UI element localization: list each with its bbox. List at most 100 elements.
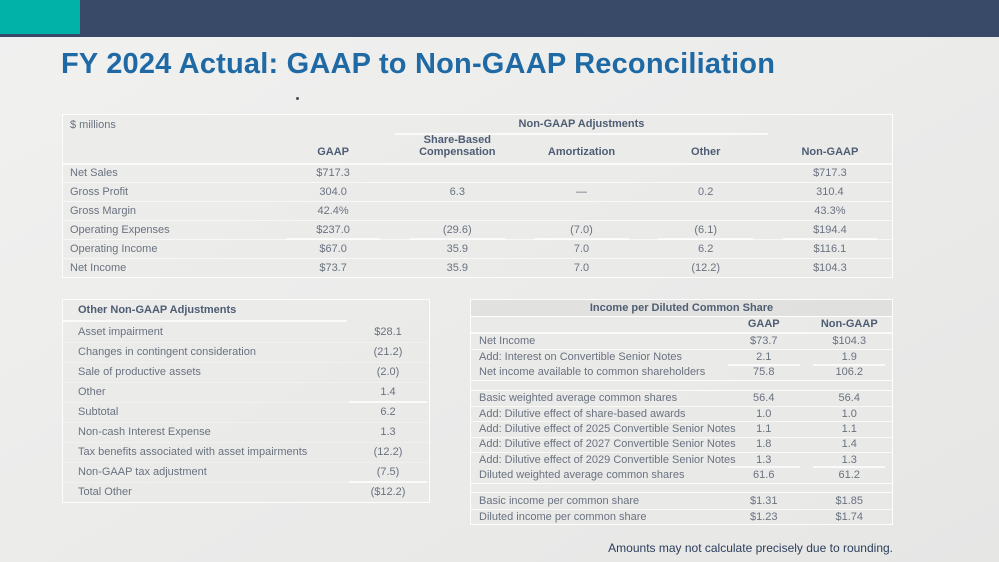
row-label: Basic income per common share (479, 494, 640, 507)
row-label: Gross Profit (63, 182, 271, 201)
row-value: ($12.2) (347, 482, 429, 502)
nongaap-value: 1.1 (806, 421, 892, 436)
gaap-value: 61.6 (753, 468, 775, 481)
nongaap-value: 106.2 (835, 365, 864, 378)
nongaap-value: 1.3 (806, 451, 892, 469)
column-header-gaap: GAAP (721, 317, 807, 334)
spacer-row (471, 482, 892, 494)
row-label: Total Other (63, 482, 347, 502)
other-value: 6.2 (643, 239, 768, 258)
gaap-value: 2.1 (721, 349, 807, 366)
row-label: Operating Income (63, 239, 271, 258)
other-value: (12.2) (643, 258, 768, 277)
gaap-value: 1.1 (721, 421, 807, 436)
reconciliation-table: $ millions Non-GAAP Adjustments GAAP Sha… (62, 114, 893, 278)
table-title: Other Non-GAAP Adjustments (63, 300, 347, 322)
other-value: (6.1) (643, 220, 768, 240)
row-label: Tax benefits associated with asset impai… (63, 442, 347, 462)
gaap-value: 56.4 (753, 392, 775, 405)
sbc-value: 35.9 (395, 239, 520, 258)
other-adjustments-table: Other Non-GAAP Adjustments Asset impairm… (62, 299, 430, 503)
amortization-value: 7.0 (519, 239, 644, 258)
row-value: (12.2) (347, 442, 429, 462)
nongaap-value: $116.1 (767, 239, 892, 258)
row-label: Basic weighted average common shares (479, 392, 678, 405)
row-value: 1.4 (347, 382, 429, 403)
top-navy-bar (0, 0, 999, 37)
empty-cell (471, 317, 721, 334)
gaap-value: $1.23 (721, 508, 807, 524)
sbc-value: (29.6) (395, 220, 520, 240)
stray-dot (296, 97, 299, 100)
column-header-nongaap: Non-GAAP (806, 317, 892, 334)
rounding-footnote: Amounts may not calculate precisely due … (608, 541, 893, 555)
column-header-amortization: Amortization (547, 146, 616, 159)
nongaap-value: 43.3% (767, 201, 892, 220)
row-label: Net Income (63, 258, 271, 277)
row-value: 1.3 (347, 422, 429, 442)
row-label: Operating Expenses (63, 220, 271, 239)
other-value (643, 201, 768, 220)
row-value: 6.2 (347, 402, 429, 422)
sbc-value (395, 201, 520, 220)
teal-accent-block (0, 0, 80, 34)
gaap-value: $73.7 (271, 258, 396, 277)
spacer-row (471, 379, 892, 391)
nongaap-value: 1.0 (806, 406, 892, 421)
nongaap-value: 310.4 (767, 182, 892, 201)
row-label: Non-GAAP tax adjustment (63, 462, 347, 482)
row-label: Gross Margin (63, 201, 271, 220)
gaap-value: 75.8 (753, 365, 775, 378)
amortization-value: 7.0 (519, 258, 644, 277)
page-title: FY 2024 Actual: GAAP to Non-GAAP Reconci… (61, 48, 776, 80)
group-header-nongaap-adjustments: Non-GAAP Adjustments (395, 115, 768, 135)
row-label: Add: Dilutive effect of 2029 Convertible… (471, 451, 736, 467)
row-label: Net income available to common sharehold… (479, 365, 706, 378)
row-label: Changes in contingent consideration (63, 342, 347, 362)
amortization-value (519, 163, 644, 182)
gaap-value: $73.7 (749, 335, 778, 348)
row-value: (21.2) (347, 342, 429, 362)
row-label: Other (63, 382, 347, 402)
empty-cell (347, 300, 429, 322)
gaap-value: 304.0 (271, 182, 396, 201)
gaap-value: 1.3 (721, 451, 807, 469)
amortization-value (519, 201, 644, 220)
sbc-value (395, 163, 520, 182)
nongaap-value: 1.9 (806, 349, 892, 366)
nongaap-value: $104.3 (832, 335, 867, 348)
row-value: $28.1 (374, 325, 402, 338)
gaap-value: $1.31 (749, 494, 778, 507)
column-header-sbc: Share-Based Compensation (419, 133, 496, 159)
row-label: Add: Dilutive effect of 2025 Convertible… (471, 421, 736, 436)
nongaap-value: $1.74 (806, 508, 892, 524)
nongaap-value: 1.4 (806, 436, 892, 452)
amortization-value: — (519, 182, 644, 201)
gaap-value: 42.4% (271, 201, 396, 220)
gaap-value: $717.3 (271, 163, 396, 182)
row-label: Add: Interest on Convertible Senior Note… (471, 349, 721, 364)
nongaap-value: $717.3 (767, 163, 892, 182)
gaap-value: $237.0 (271, 220, 396, 240)
row-value: (2.0) (347, 362, 429, 382)
nongaap-value: 56.4 (838, 392, 860, 405)
table-title: Income per Diluted Common Share (471, 300, 892, 317)
row-label: Add: Dilutive effect of 2027 Convertible… (471, 436, 736, 452)
row-label: Net Sales (63, 163, 271, 182)
row-label: Net Income (479, 335, 536, 348)
nongaap-value: $1.85 (835, 494, 864, 507)
row-label: Asset impairment (78, 325, 163, 338)
empty-cell (271, 115, 395, 135)
row-label: Diluted income per common share (471, 508, 721, 524)
column-header-other: Other (691, 146, 721, 159)
column-header-nongaap: Non-GAAP (801, 146, 859, 159)
row-label: Add: Dilutive effect of share-based awar… (471, 406, 721, 421)
nongaap-value: $104.3 (767, 258, 892, 277)
units-label: $ millions (70, 118, 116, 131)
gaap-value: 1.0 (721, 406, 807, 421)
column-header-gaap: GAAP (317, 146, 349, 159)
row-label: Non-cash Interest Expense (63, 422, 347, 442)
row-value: (7.5) (347, 462, 429, 483)
gaap-value: $67.0 (271, 239, 396, 258)
